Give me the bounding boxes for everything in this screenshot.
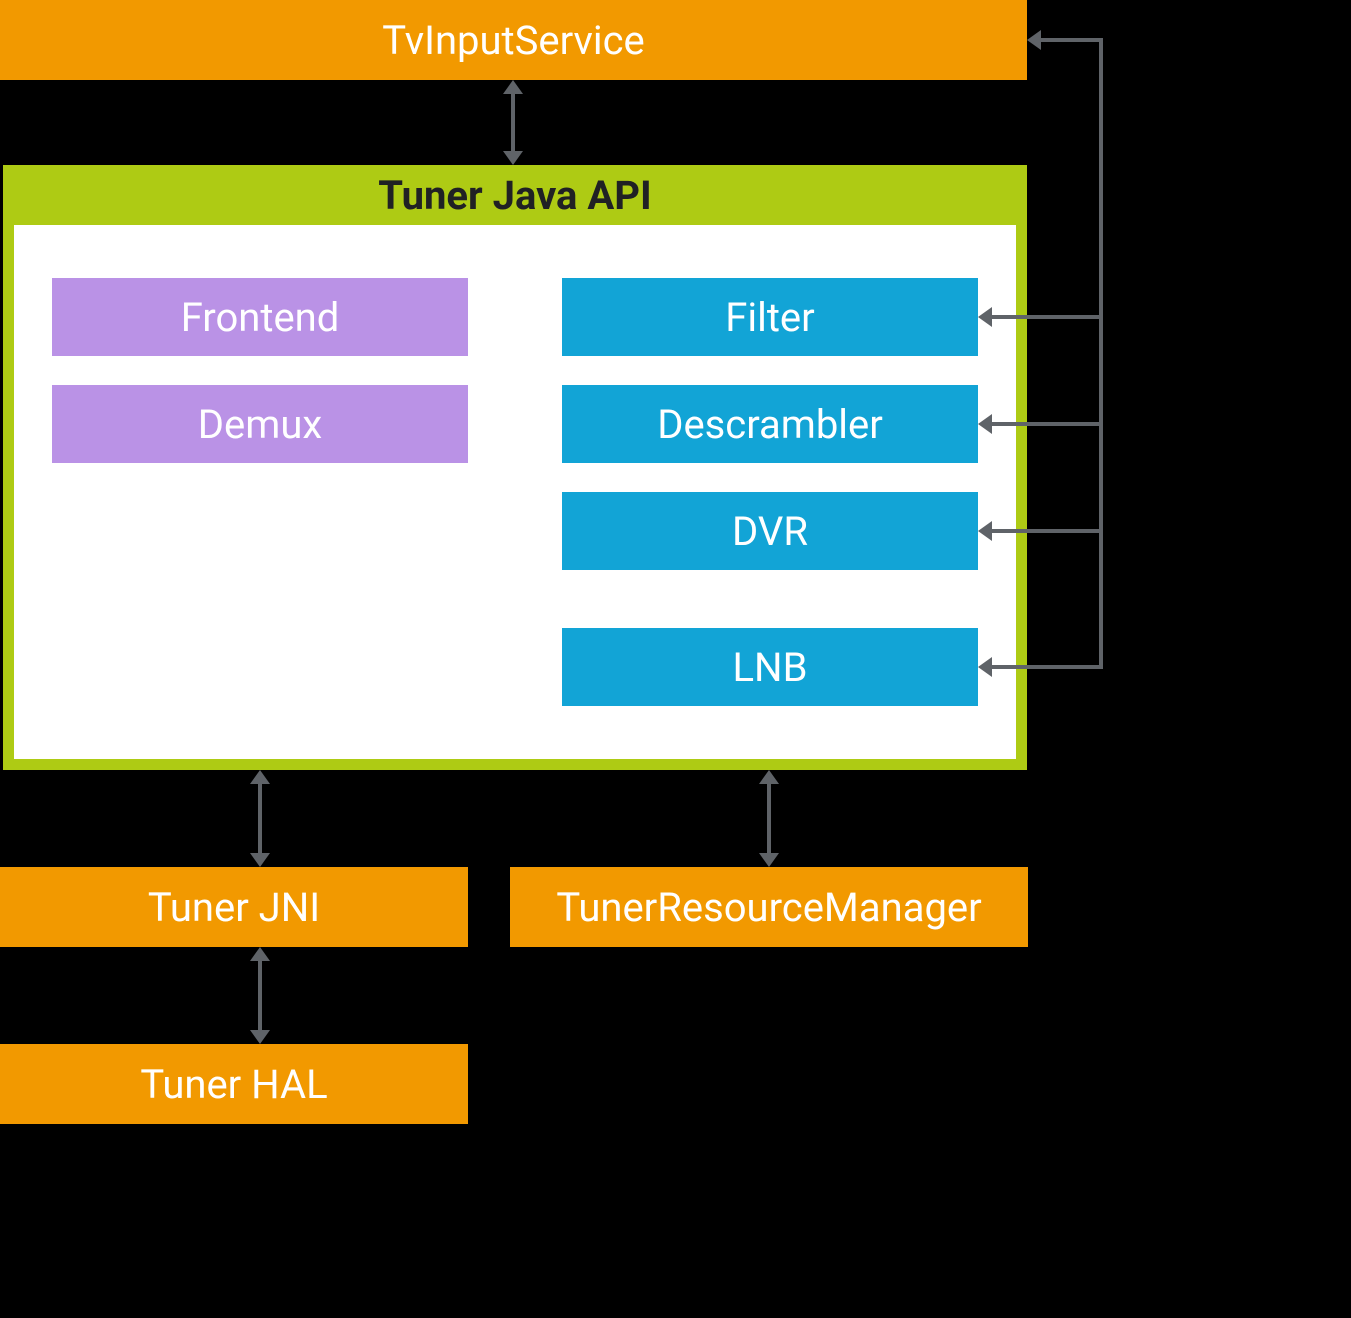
tvinputservice-label: TvInputService [382, 17, 645, 64]
dvr-box: DVR [562, 492, 978, 570]
tuner-resource-manager-box: TunerResourceManager [510, 867, 1028, 947]
arrow-to-descrambler [992, 422, 1103, 426]
arrow-to-lnb [992, 665, 1103, 669]
filter-box: Filter [562, 278, 978, 356]
arrow-bus-vertical [1099, 38, 1103, 669]
arrow-tunerapi-jni [258, 782, 262, 855]
arrow-to-filter [992, 315, 1103, 319]
tuner-jni-label: Tuner JNI [148, 884, 320, 931]
tuner-resource-manager-label: TunerResourceManager [556, 884, 981, 931]
descrambler-box: Descrambler [562, 385, 978, 463]
arrow-head-left-icon [978, 521, 992, 541]
arrow-head-down-icon [759, 853, 779, 867]
arrow-head-up-icon [503, 80, 523, 94]
arrow-head-left-icon [1027, 30, 1041, 50]
arrow-head-down-icon [250, 853, 270, 867]
arrow-head-up-icon [250, 770, 270, 784]
arrow-head-up-icon [759, 770, 779, 784]
demux-label: Demux [198, 401, 322, 448]
lnb-box: LNB [562, 628, 978, 706]
arrow-head-left-icon [978, 414, 992, 434]
tuner-hal-label: Tuner HAL [140, 1061, 327, 1108]
arrow-to-dvr [992, 529, 1103, 533]
tvinputservice-box: TvInputService [0, 0, 1027, 80]
tuner-java-api-label: Tuner Java API [378, 172, 651, 219]
arrow-head-left-icon [978, 657, 992, 677]
frontend-box: Frontend [52, 278, 468, 356]
arrow-head-down-icon [250, 1030, 270, 1044]
tuner-jni-box: Tuner JNI [0, 867, 468, 947]
demux-box: Demux [52, 385, 468, 463]
dvr-label: DVR [732, 508, 808, 555]
arrow-head-left-icon [978, 307, 992, 327]
arrow-tunerapi-trm [767, 782, 771, 855]
arrow-tvis-tunerapi [511, 92, 515, 153]
filter-label: Filter [725, 294, 814, 341]
arrow-head-up-icon [250, 947, 270, 961]
tuner-hal-box: Tuner HAL [0, 1044, 468, 1124]
arrow-jni-hal [258, 959, 262, 1032]
arrow-head-down-icon [503, 151, 523, 165]
descrambler-label: Descrambler [657, 401, 883, 448]
frontend-label: Frontend [181, 294, 340, 341]
tuner-java-api-title: Tuner Java API [3, 165, 1027, 225]
arrow-to-tvis [1041, 38, 1103, 42]
lnb-label: LNB [733, 644, 808, 691]
